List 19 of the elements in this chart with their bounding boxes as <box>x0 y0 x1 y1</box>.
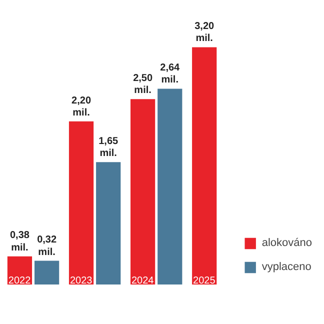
bar <box>96 162 121 284</box>
legend-label: alokováno <box>262 237 312 249</box>
data-label: 2,20 mil. <box>72 95 92 118</box>
legend-label: vyplaceno <box>262 261 312 273</box>
data-label: 0,38 mil. <box>10 230 30 254</box>
data-label: 0,32 mil. <box>37 234 57 258</box>
x-tick-label: 2023 <box>70 276 93 286</box>
x-tick-label: 2024 <box>132 276 154 286</box>
data-label: 1,65 mil. <box>98 136 119 160</box>
data-label: 3,20 mil. <box>194 21 215 44</box>
bar <box>68 121 94 284</box>
bar <box>158 88 182 284</box>
bar <box>192 47 217 284</box>
x-tick-label: 2022 <box>8 276 32 286</box>
bar <box>130 99 156 284</box>
data-label: 2,64 mil. <box>160 62 180 86</box>
bar <box>34 260 60 284</box>
x-tick-label: 2025 <box>193 276 216 286</box>
data-label: 2,50 mil. <box>133 73 153 96</box>
